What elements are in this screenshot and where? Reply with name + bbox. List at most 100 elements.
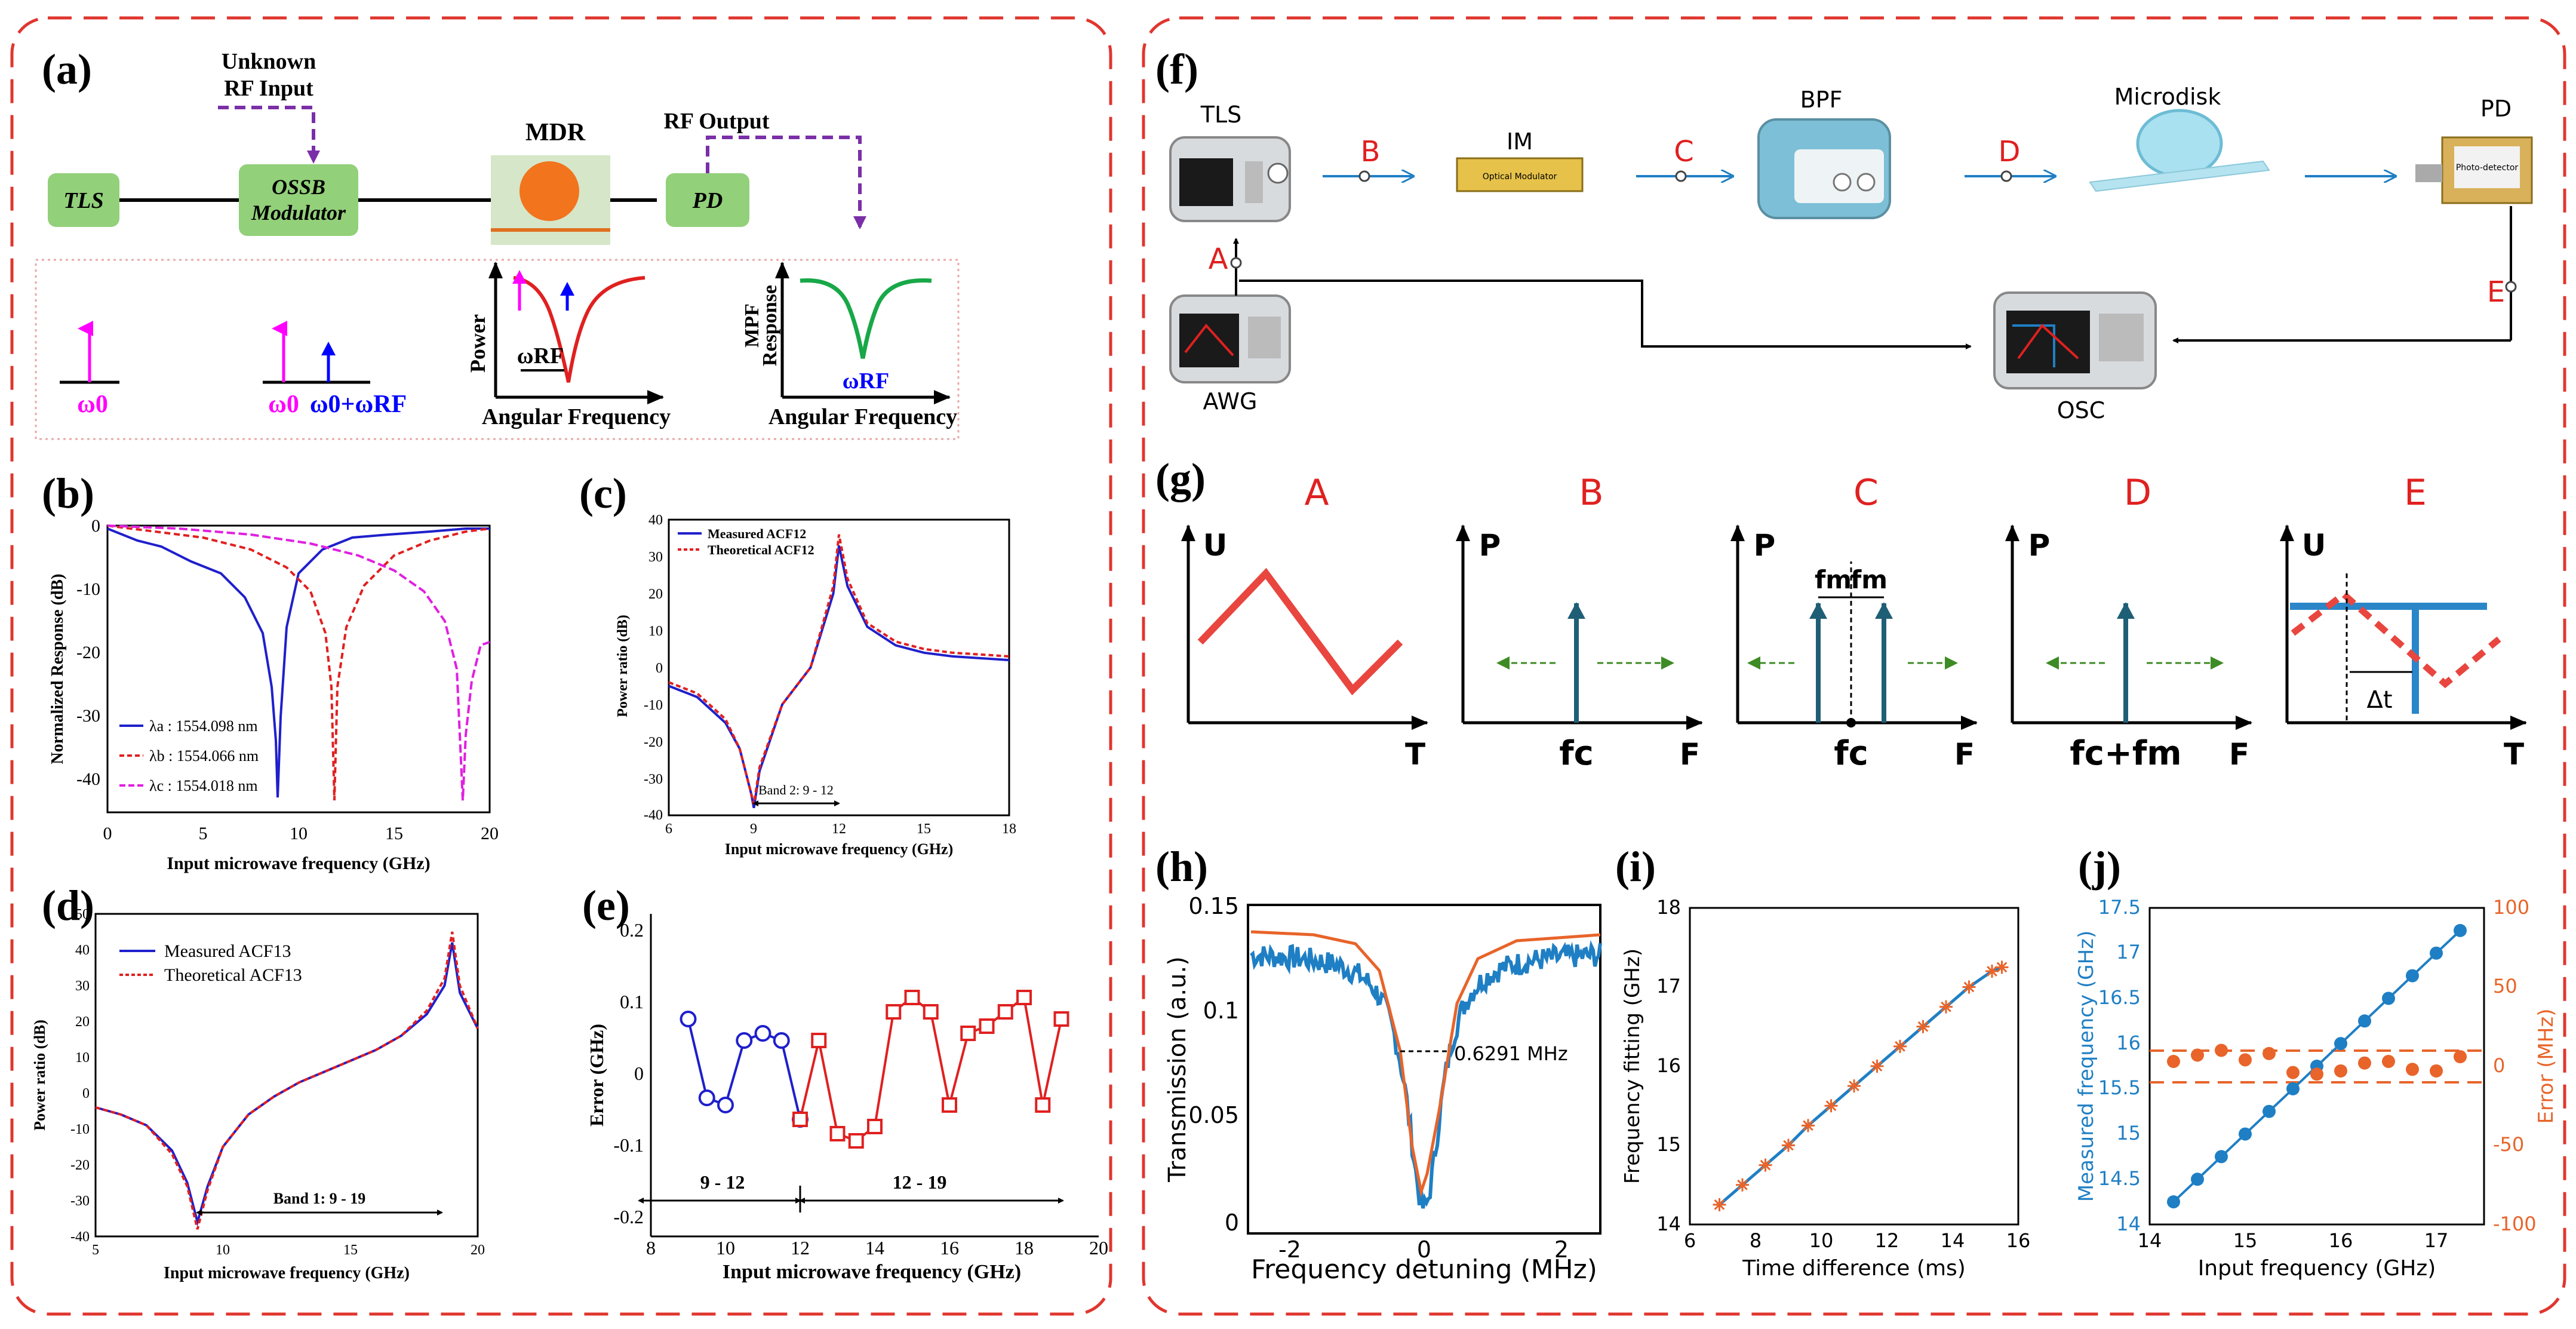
h-annotation: 0.6291 MHz [1454,1042,1568,1065]
b-ytick: 0 [91,516,100,536]
e-point-band2 [754,1025,771,1042]
d-ytick: -20 [70,1158,90,1173]
i-point [1939,1000,1953,1014]
panel-f: (f) TLS B IM Optical Modulator C BPF D M… [1155,45,2533,423]
j-measured-point [2382,992,2395,1005]
g-b-f: F [1680,737,1700,772]
e-ytick: 0.2 [620,919,644,941]
j-error-point [2334,1064,2347,1078]
panel-i-axes [1689,907,2019,1226]
point-c-label: C [1674,135,1694,168]
h-ytick: 0.05 [1188,1102,1239,1128]
i-xtick: 16 [2006,1229,2031,1252]
j-error-point [2430,1064,2443,1078]
i-point-stroke [1825,1100,1837,1112]
i-point [1870,1060,1884,1073]
g-a-u: U [1203,528,1228,563]
panel-d-ylabel: Power ratio (dB) [31,1020,48,1131]
angular-frequency-label-2: Angular Frequency [769,404,957,429]
legend-theoretical: Theoretical ACF13 [164,965,302,985]
panel-c-ylabel: Power ratio (dB) [615,615,631,717]
e-point-band1 [886,1004,902,1020]
j-ytick-left: 16 [2116,1032,2141,1054]
i-point-stroke [1941,1001,1951,1012]
i-point [1916,1020,1930,1033]
panel-h-ylabel: Transmission (a.u.) [1164,956,1191,1183]
mdr-label: MDR [525,119,586,146]
panel-j-xlabel: Input frequency (GHz) [2198,1256,2436,1281]
j-measured-point [2406,969,2419,983]
panel-c-axes [668,518,1010,817]
point-d-marker [2000,170,2012,182]
microdisk-icon [519,161,579,221]
right-panel-border [1142,16,2566,1316]
j-xtick: 17 [2424,1229,2449,1252]
point-e-marker [2505,281,2517,293]
i-point [1985,965,1999,978]
panel-e-xlabel: Input microwave frequency (GHz) [723,1261,1021,1283]
j-ytick-left: 14.5 [2098,1167,2141,1190]
g-c-p: P [1754,528,1776,563]
e-xtick: 8 [646,1237,656,1259]
g-d-fcfm: fc+fm [2070,734,2181,773]
e-point-band1 [979,1018,995,1034]
i-xtick: 10 [1809,1229,1834,1252]
panel-b-xlabel: Input microwave frequency (GHz) [167,854,430,873]
i-ytick: 17 [1656,975,1681,997]
e-xtick: 18 [1015,1237,1034,1259]
e-point-band1 [848,1133,864,1149]
panel-i-xticks: 6 8 10 12 14 16 [1684,1229,2031,1252]
panel-b: (b) Normalized Response (dB) Input micro… [42,469,499,873]
j-measured-point [2239,1127,2252,1141]
e-point-band2 [717,1097,734,1113]
g-title-a: A [1304,472,1329,514]
i-xtick: 14 [1941,1229,1965,1252]
i-point-stroke [1963,981,1975,993]
legend-theoretical: Theoretical ACF12 [708,542,814,557]
i-point [1759,1158,1772,1172]
panel-h-yticks: 0.15 0.1 0.05 0 [1188,893,1239,1236]
pd-label: PD [2480,96,2512,122]
j-ytick-right: 100 [2493,896,2529,919]
panel-d-xlabel: Input microwave frequency (GHz) [164,1264,410,1282]
h-ytick: 0.1 [1203,997,1239,1024]
rf-output-label: RF Output [663,109,769,134]
osc-trace-blue [2012,324,2055,367]
bpf-label: BPF [1800,87,1843,113]
g-c-f: F [1954,737,1975,772]
chart-c-plot [668,534,1010,808]
d-xtick: 5 [92,1242,99,1258]
pd-device-text: Photo-detector [2456,163,2519,173]
d-ytick: 50 [75,907,90,922]
c-ytick: 30 [648,550,663,565]
j-error-point [2167,1055,2180,1069]
chart-j-plot [2167,923,2467,1209]
d-ytick: 20 [75,1014,90,1030]
c-ytick: 20 [648,587,663,602]
mpf-label-line2: Response [759,285,781,366]
g-b-p: P [1479,528,1501,563]
e-point-band1 [867,1119,883,1134]
b-xtick: 15 [385,824,403,843]
osc-screen [2006,311,2090,373]
panel-b-label: (b) [42,469,94,517]
e-point-band1 [904,990,920,1005]
g-e-dt: Δt [2366,686,2392,714]
c-ytick: 0 [656,661,663,676]
g-d-p: P [2028,528,2051,563]
omega-sum-label: ω0+ωRF [310,391,407,418]
panel-g-label: (g) [1155,455,1206,502]
e-point-band2 [698,1089,715,1106]
panel-d-axes [94,913,479,1238]
e-point-band1 [997,1004,1013,1020]
j-ytick-right: 0 [2493,1054,2505,1077]
j-error-point [2263,1046,2276,1060]
panel-e-label: (e) [582,882,630,929]
i-point-stroke [1803,1120,1813,1131]
i-point-stroke [1871,1061,1883,1072]
e-xtick: 16 [940,1237,959,1259]
j-measured-point [2358,1014,2371,1028]
panel-i-ylabel: Frequency fitting (GHz) [1621,949,1644,1184]
mpf-omega-rf: ωRF [843,369,889,394]
h-xtick: 0 [1417,1236,1431,1263]
